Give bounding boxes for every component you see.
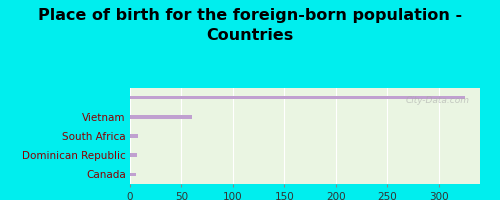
Bar [130,96,464,99]
Text: City-Data.com: City-Data.com [406,96,469,105]
Bar [130,153,137,157]
Bar [130,134,138,138]
Bar [130,115,192,119]
Text: Place of birth for the foreign-born population -
Countries: Place of birth for the foreign-born popu… [38,8,462,43]
Bar [130,173,136,176]
